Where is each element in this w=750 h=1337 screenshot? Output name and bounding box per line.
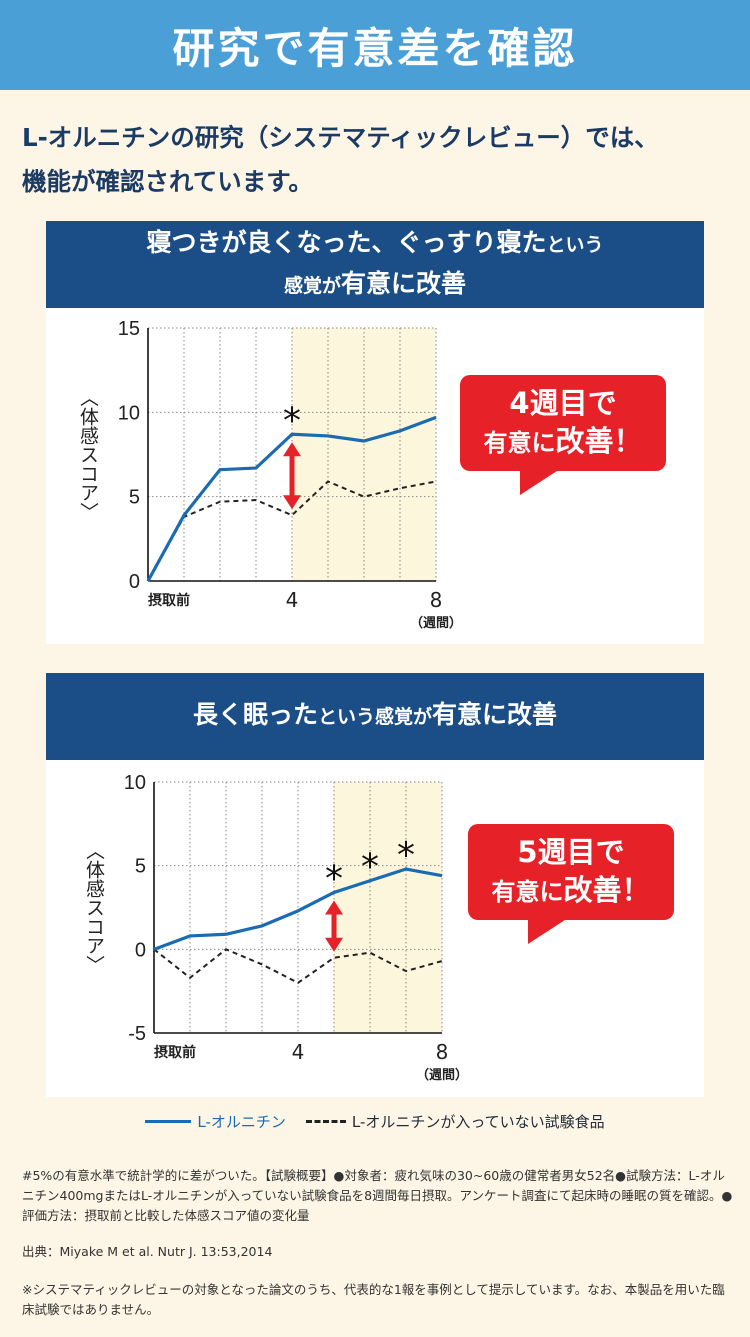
chart2-ytick--5: -5	[128, 1023, 146, 1045]
chart2-ylabel: 〈体感スコア〉	[83, 841, 105, 974]
chart1-xtick-8: 8	[430, 588, 443, 612]
callout-1-line1: 週目で	[529, 386, 617, 420]
legend-solid-line-icon	[145, 1119, 192, 1123]
chart1-ylabel: 〈体感スコア〉	[77, 388, 99, 521]
chart2-ytick-10: 10	[124, 772, 146, 794]
legend-item-main: L-オルニチン	[145, 1111, 286, 1132]
chart-1-svg: 0 5 10 15 〈体感スコア〉摂取前 4 8 （週間） *	[77, 318, 462, 631]
chart-legend: L-オルニチン L-オルニチンが入っていない試験食品	[0, 1106, 750, 1136]
panel-2-title-big: 長く眠った	[192, 700, 318, 729]
chart1-diff-arrow-head-down	[283, 495, 301, 510]
chart2-sig-mark-x7: *	[397, 835, 415, 876]
chart2-highlight-band	[334, 782, 442, 1033]
chart1-ytick-0: 0	[129, 571, 140, 593]
panel-2-title-small: という感覚が	[317, 706, 432, 728]
panel-1-header: 寝つきが良くなった、ぐっすり寝たという 感覚が有意に改善	[46, 221, 704, 308]
chart1-highlight-band	[292, 328, 436, 581]
chart1-series-control-line	[147, 480, 437, 582]
legend-dashed-line-icon	[305, 1119, 346, 1123]
panel-2-header: 長く眠ったという感覚が有意に改善	[46, 673, 704, 760]
chart2-sig-mark-x5: *	[325, 858, 343, 899]
chart2-ytick-0: 0	[135, 939, 146, 961]
chart2-xtick-start: 摂取前	[154, 1044, 196, 1061]
study-summary: #5%の有意水準で統計学的に差がついた。【試験概要】●対象者：疲れ気味の30~6…	[22, 1168, 733, 1223]
chart2-xunit: （週間）	[416, 1067, 468, 1083]
chart-panel-sleep-onset: 寝つきが良くなった、ぐっすり寝たという 感覚が有意に改善 0 5 10 15 〈体感スコ…	[46, 221, 704, 644]
chart1-ytick-5: 5	[129, 487, 140, 509]
callout-week4: 4週目で 有意に改善！	[460, 375, 666, 495]
chart2-ytick-5: 5	[135, 856, 146, 878]
panel-1-title-big: 寝つきが良くなった、ぐっすり寝た	[146, 227, 547, 257]
chart2-sig-mark-x6: *	[361, 847, 379, 888]
chart2-series-control-line	[153, 948, 443, 984]
chart2-diff-arrow-head-up	[325, 900, 343, 915]
legend-main-label: L-オルニチン	[197, 1112, 286, 1131]
source-citation: 出典：Miyake M et al. Nutr J. 13:53,2014	[22, 1244, 273, 1259]
chart-panel-long-sleep: 長く眠ったという感覚が有意に改善 -5 0 5 10 〈体感スコア〉摂取前 4 8 （週間） *…	[46, 673, 704, 1097]
legend-control-label: L-オルニチンが入っていない試験食品	[351, 1112, 605, 1131]
callout-1-number: 4	[509, 386, 530, 420]
panel-2-title-big-2: 有意に改善	[432, 700, 558, 729]
chart1-xtick-4: 4	[286, 588, 299, 612]
callout-week5: 5週目で 有意に改善！	[468, 824, 674, 944]
chart-2-svg: -5 0 5 10 〈体感スコア〉摂取前 4 8 （週間） * * *	[83, 772, 468, 1083]
chart2-diff-arrow-head-down	[325, 937, 343, 952]
legend-item-control: L-オルニチンが入っていない試験食品	[305, 1111, 605, 1132]
chart2-xtick-4: 4	[292, 1040, 305, 1064]
panel-1-title-big-2: 有意に改善	[341, 268, 467, 298]
intro-line-2: 機能が確認されています。	[22, 167, 313, 196]
intro-line-1: L-オルニチンの研究（システマティックレビュー）では、	[22, 123, 659, 152]
chart1-sig-mark-x4: *	[283, 400, 301, 441]
chart1-xunit: （週間）	[410, 615, 462, 631]
callout-2-line2a: 有意に	[491, 878, 564, 906]
chart2-series-main-line	[153, 867, 443, 951]
callout-2-line1: 週目で	[537, 835, 625, 869]
panel-1-title-small-2: 感覚が	[283, 274, 341, 297]
chart1-ytick-10: 10	[118, 402, 140, 424]
chart1-xtick-start: 摂取前	[148, 592, 190, 609]
chart1-series-main-line	[146, 415, 437, 582]
intro-text: L-オルニチンの研究（システマティックレビュー）では、 機能が確認されています。	[22, 116, 738, 204]
callout-2-line2b: 改善！	[563, 873, 651, 907]
callout-1-line2a: 有意に	[483, 429, 556, 457]
callout-1-line2b: 改善！	[555, 424, 643, 458]
page-banner: 研究で有意差を確認	[0, 0, 750, 90]
chart2-xtick-8: 8	[436, 1040, 449, 1064]
panel-1-title-small: という	[546, 233, 604, 256]
chart1-ytick-15: 15	[118, 318, 140, 340]
callout-2-number: 5	[517, 835, 538, 869]
chart1-diff-arrow-head-up	[283, 442, 301, 457]
banner-title: 研究で有意差を確認	[172, 23, 578, 73]
disclaimer-note: ※システマティックレビューの対象となった論文のうち、代表的な1報を事例として提示…	[22, 1282, 725, 1317]
